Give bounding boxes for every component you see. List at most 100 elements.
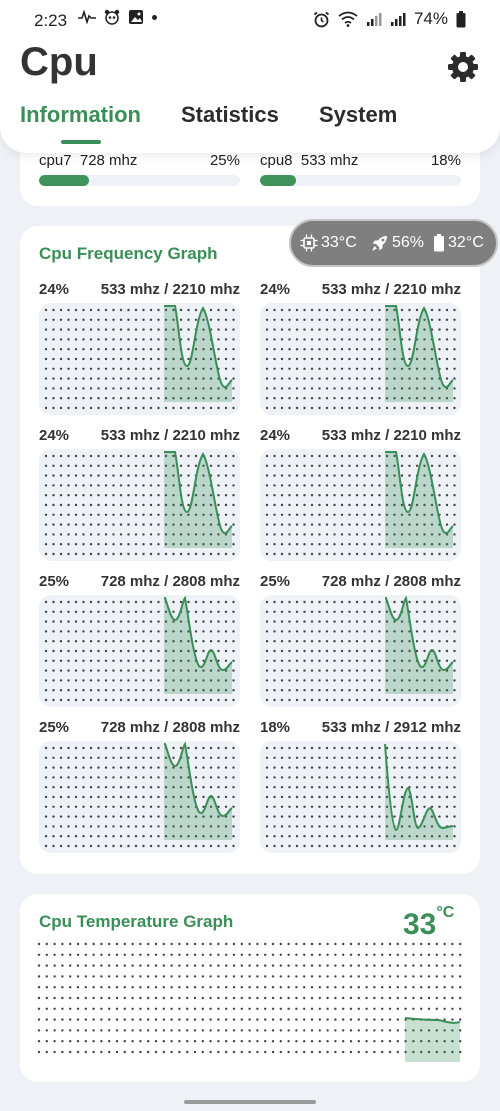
graph-max-frequency: 2912 mhz [393,719,461,736]
tab-statistics[interactable]: Statistics [181,102,279,127]
graph-fill [385,452,453,548]
more-notifications-dot [152,14,157,20]
graph-fill [385,598,453,694]
graph-area [39,449,240,561]
core-usage-fill [260,175,297,186]
graph-frequency: 533 mhz / 2210 mhz [100,281,240,298]
graph-max-frequency: 2210 mhz [393,427,461,444]
graph-area [260,741,461,853]
home-indicator[interactable] [184,1100,316,1104]
temperature-graph-fill [405,1018,460,1062]
temperature-value: 33°C [403,904,454,942]
graph-line [164,595,233,672]
overlay-battery-temp-value: 32°C [448,234,484,251]
signal-icon-2 [390,13,406,26]
graph-frequency: 533 mhz / 2210 mhz [321,281,461,298]
overlay-cpu-temp-value: 33°C [321,234,357,251]
graph-current-frequency: 533 mhz [100,281,160,298]
rocket-icon [372,236,387,251]
tab-system[interactable]: System [319,102,398,127]
graph-current-frequency: 533 mhz [100,427,160,444]
graph-frequency: 533 mhz / 2912 mhz [321,719,461,736]
chip-icon [300,234,318,252]
graph-area [39,303,240,415]
graph-area [39,741,240,853]
temperature-graph [37,942,462,1062]
temperature-graph-card: Cpu Temperature Graph 33°C [20,894,480,1082]
graph-max-frequency: 2210 mhz [393,281,461,298]
graph-area [39,595,240,707]
pulse-icon [78,10,96,24]
graph-line [385,595,454,672]
app-header: Cpu Information Statistics System [0,0,500,153]
battery-icon [456,10,466,27]
graph-max-frequency: 2210 mhz [172,281,240,298]
monitor-overlay[interactable]: 33°C 56% 32°C [289,219,498,267]
gear-icon[interactable] [446,50,480,84]
temperature-number: 33 [403,908,437,941]
core-label: cpu8 533 mhz [260,152,359,169]
tab-bar: Information Statistics System [0,100,500,150]
battery-percent: 74% [413,9,448,28]
graph-max-frequency: 2808 mhz [393,573,461,590]
graph-frequency: 728 mhz / 2808 mhz [100,719,240,736]
graph-percent: 25% [39,719,70,736]
graph-fill [164,598,232,694]
core-usage-bar [260,175,461,186]
graph-fill [164,452,232,548]
graph-line [164,305,233,389]
graph-current-frequency: 533 mhz [321,427,381,444]
graph-line [385,451,454,535]
graph-current-frequency: 728 mhz [100,719,160,736]
image-icon [129,10,143,24]
page-title: Cpu [20,40,98,84]
graph-line [164,741,233,818]
core-percent: 18% [430,152,461,169]
overlay-load: 56% [371,234,424,252]
graph-fill [385,306,453,402]
graph-percent: 24% [39,281,70,298]
overlay-load-value: 56% [392,234,425,251]
graph-frequency: 728 mhz / 2808 mhz [100,573,240,590]
graph-line [384,743,454,832]
overlay-cpu-temp: 33°C [300,234,357,252]
alarm-icon [313,11,330,27]
graph-percent: 18% [260,719,291,736]
graph-percent: 25% [39,573,70,590]
wifi-icon [338,11,358,27]
graph-area [260,449,461,561]
graph-area [260,595,461,707]
battery-icon [434,234,444,252]
graph-line [385,305,454,389]
graph-percent: 24% [260,427,291,444]
graph-current-frequency: 533 mhz [321,281,381,298]
graph-percent: 24% [260,281,291,298]
graph-line [164,451,233,535]
graph-fill [164,744,232,840]
graph-max-frequency: 2808 mhz [172,573,240,590]
graph-max-frequency: 2808 mhz [172,719,240,736]
tab-information[interactable]: Information [20,102,141,127]
graph-area [260,303,461,415]
overlay-battery-temp: 32°C [433,234,484,252]
panda-icon [104,9,120,25]
core-usage-bar [39,175,240,186]
status-bar: 2:23 74% [0,0,500,40]
graph-frequency: 728 mhz / 2808 mhz [321,573,461,590]
core-usage-fill [39,175,90,186]
graph-fill [385,744,453,840]
signal-icon [366,13,382,26]
core-label: cpu7 728 mhz [39,152,138,169]
frequency-graph-title: Cpu Frequency Graph [39,244,218,263]
active-tab-indicator [61,140,101,144]
graph-percent: 25% [260,573,291,590]
graph-percent: 24% [39,427,70,444]
graph-current-frequency: 533 mhz [321,719,381,736]
graph-frequency: 533 mhz / 2210 mhz [321,427,461,444]
core-percent: 25% [209,152,240,169]
graph-current-frequency: 728 mhz [100,573,160,590]
graph-fill [164,306,232,402]
frequency-graph-card: Cpu Frequency Graph 24% 533 mhz / 2210 mh… [20,226,480,874]
system-icons: 74% [313,9,466,29]
notification-icons [78,9,157,25]
